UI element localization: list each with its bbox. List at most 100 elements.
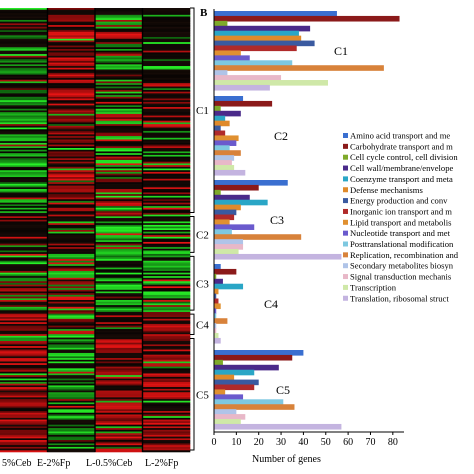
heatmap-cell	[47, 23, 96, 26]
heatmap-cell	[142, 79, 191, 82]
heatmap-cell	[95, 284, 143, 287]
heatmap-cell	[142, 59, 191, 62]
legend-swatch	[343, 230, 348, 236]
legend-swatch	[343, 295, 348, 301]
heatmap-cell	[95, 260, 143, 263]
heatmap-cell	[142, 214, 191, 217]
heatmap-cell	[142, 243, 191, 246]
heatmap-cell	[0, 303, 48, 306]
heatmap-cell	[0, 21, 48, 24]
heatmap-cell	[0, 78, 48, 81]
heatmap-cell	[142, 385, 191, 388]
heatmap-cell	[0, 376, 48, 379]
heatmap-cell	[47, 446, 96, 449]
heatmap-cell	[95, 175, 143, 178]
heatmap-cell	[95, 136, 143, 139]
heatmap-cell	[95, 289, 143, 292]
legend-swatch	[343, 154, 348, 160]
heatmap-cell	[47, 40, 96, 43]
heatmap-cell	[0, 11, 48, 14]
heatmap-cell	[95, 351, 143, 354]
heatmap-cell	[47, 247, 96, 250]
heatmap-cell	[47, 436, 96, 439]
heatmap-cell	[47, 84, 96, 87]
heatmap-cell	[47, 137, 96, 140]
heatmap-cell	[47, 178, 96, 181]
heatmap-cell	[95, 445, 143, 448]
heatmap-cell	[95, 197, 143, 200]
heatmap-cell	[0, 311, 48, 314]
heatmap-cell	[0, 404, 48, 407]
heatmap-cell	[0, 45, 48, 48]
heatmap-cell	[0, 337, 48, 340]
heatmap-cell	[0, 313, 48, 316]
heatmap-cell	[47, 305, 96, 308]
heatmap-cell	[95, 207, 143, 210]
heatmap-cell	[47, 55, 96, 58]
heatmap-cell	[142, 206, 191, 209]
heatmap-cell	[142, 16, 191, 19]
heatmap-cell	[0, 107, 48, 110]
heatmap-cell	[142, 195, 191, 198]
heatmap-cell	[0, 221, 48, 224]
heatmap-cell	[95, 59, 143, 62]
heatmap-cell	[0, 96, 48, 99]
heatmap-cell	[0, 228, 48, 231]
heatmap-cell	[0, 197, 48, 200]
heatmap-cell	[47, 402, 96, 405]
heatmap-cell	[47, 281, 96, 284]
bar	[214, 239, 244, 245]
heatmap-cell	[142, 67, 191, 70]
bar-group-c2: C2	[214, 96, 288, 176]
heatmap-cell	[95, 211, 143, 214]
heatmap-cell	[95, 178, 143, 181]
heatmap-cell	[95, 440, 143, 443]
heatmap-cell	[142, 151, 191, 154]
heatmap-cell	[0, 223, 48, 226]
heatmap-cell	[95, 252, 143, 255]
heatmap-cell	[142, 132, 191, 135]
heatmap-cell	[47, 72, 96, 75]
heatmap-cell	[0, 301, 48, 304]
bar	[214, 96, 244, 102]
heatmap-cell	[95, 206, 143, 209]
heatmap-cell	[0, 257, 48, 260]
heatmap-cell	[142, 378, 191, 381]
heatmap-cell	[142, 298, 191, 301]
heatmap-cell	[95, 325, 143, 328]
heatmap-cell	[47, 264, 96, 267]
heatmap-cell	[95, 308, 143, 311]
heatmap-cell	[0, 83, 48, 86]
heatmap-cell	[0, 59, 48, 62]
heatmap-cell	[47, 383, 96, 386]
heatmap-cell	[95, 11, 143, 14]
heatmap-cell	[142, 296, 191, 299]
heatmap-cell	[0, 183, 48, 186]
heatmap-cell	[0, 402, 48, 405]
heatmap-cell	[95, 255, 143, 258]
heatmap-cell	[0, 247, 48, 250]
heatmap-cell	[47, 134, 96, 137]
heatmap-cell	[47, 240, 96, 243]
heatmap-cell	[142, 397, 191, 400]
heatmap-cell	[47, 405, 96, 408]
bar	[214, 384, 255, 391]
heatmap-cell	[95, 434, 143, 437]
heatmap-cell	[142, 250, 191, 253]
heatmap-cell	[0, 253, 48, 256]
heatmap-cell	[0, 364, 48, 367]
heatmap-cell	[0, 23, 48, 26]
heatmap-cell	[47, 163, 96, 166]
heatmap-cell	[95, 416, 143, 419]
legend-swatch	[343, 165, 348, 171]
heatmap-cell	[47, 107, 96, 110]
heatmap-cell	[0, 416, 48, 419]
heatmap-cell	[142, 28, 191, 31]
heatmap-cell	[0, 159, 48, 162]
heatmap-cell	[0, 381, 48, 384]
heatmap-cell	[47, 153, 96, 156]
heatmap-column-label: 5%Ceb	[2, 458, 31, 469]
heatmap-cell	[95, 218, 143, 221]
heatmap-cell	[47, 322, 96, 325]
heatmap-cell	[142, 363, 191, 366]
